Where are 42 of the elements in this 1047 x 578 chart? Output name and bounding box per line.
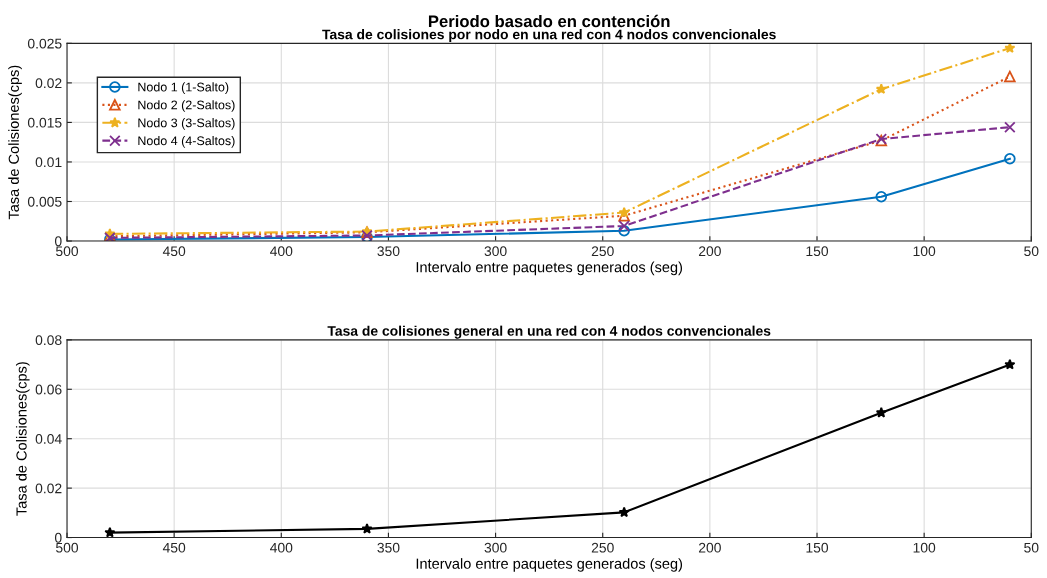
x-tick-label: 50 bbox=[1024, 542, 1039, 553]
x-tick-label: 350 bbox=[377, 542, 400, 553]
x-tick-label: 400 bbox=[270, 542, 293, 553]
chart-subtitle: Tasa de colisiones por nodo en una red con 4 nodos convencionales bbox=[322, 29, 776, 43]
chart-title: Tasa de colisiones general en una red con 4 nodos convencionales bbox=[327, 325, 771, 339]
x-tick-label: 250 bbox=[591, 542, 614, 553]
x-tick-label: 100 bbox=[913, 542, 936, 553]
x-tick-label: 450 bbox=[162, 542, 186, 553]
x-tick-label: 200 bbox=[698, 246, 721, 257]
x-tick-label: 500 bbox=[55, 246, 79, 257]
legend-label: Nodo 3 (3-Saltos) bbox=[138, 118, 235, 130]
x-tick-label: 450 bbox=[162, 246, 186, 257]
x-tick-label: 100 bbox=[913, 246, 936, 257]
x-tick-label: 250 bbox=[591, 246, 614, 257]
x-tick-label: 400 bbox=[270, 246, 293, 257]
y-tick-label: 0.01 bbox=[35, 157, 62, 168]
y-tick-label: 0.025 bbox=[27, 38, 62, 49]
legend-label: Nodo 4 (4-Saltos) bbox=[138, 135, 235, 148]
y-tick-label: 0.06 bbox=[35, 384, 62, 395]
y-tick-label: 0 bbox=[54, 236, 62, 247]
chart-title: Periodo basado en contención bbox=[428, 14, 670, 28]
y-axis-title: Tasa de Colisiones(cps) bbox=[15, 362, 30, 516]
y-tick-label: 0.08 bbox=[35, 335, 62, 346]
y-tick-label: 0.005 bbox=[27, 196, 62, 207]
x-tick-label: 300 bbox=[484, 542, 507, 553]
x-axis-title: Intervalo entre paquetes generados (seg) bbox=[416, 261, 683, 276]
y-tick-label: 0.02 bbox=[35, 483, 62, 494]
x-axis-title: Intervalo entre paquetes generados (seg) bbox=[416, 558, 683, 572]
x-tick-label: 150 bbox=[806, 246, 829, 257]
x-tick-label: 50 bbox=[1024, 246, 1039, 257]
y-tick-label: 0.015 bbox=[27, 117, 62, 128]
y-tick-label: 0.04 bbox=[35, 434, 62, 444]
x-tick-label: 300 bbox=[484, 246, 507, 257]
x-tick-label: 500 bbox=[55, 542, 79, 553]
x-tick-label: 150 bbox=[806, 542, 829, 553]
legend-label: Nodo 2 (2-Saltos) bbox=[138, 100, 235, 112]
x-tick-label: 200 bbox=[698, 542, 721, 553]
legend-label: Nodo 1 (1-Salto) bbox=[138, 82, 229, 94]
y-axis-title: Tasa de Colisiones(cps) bbox=[8, 65, 22, 220]
x-tick-label: 350 bbox=[377, 246, 400, 257]
y-tick-label: 0 bbox=[54, 532, 62, 543]
y-tick-label: 0.02 bbox=[35, 78, 62, 89]
